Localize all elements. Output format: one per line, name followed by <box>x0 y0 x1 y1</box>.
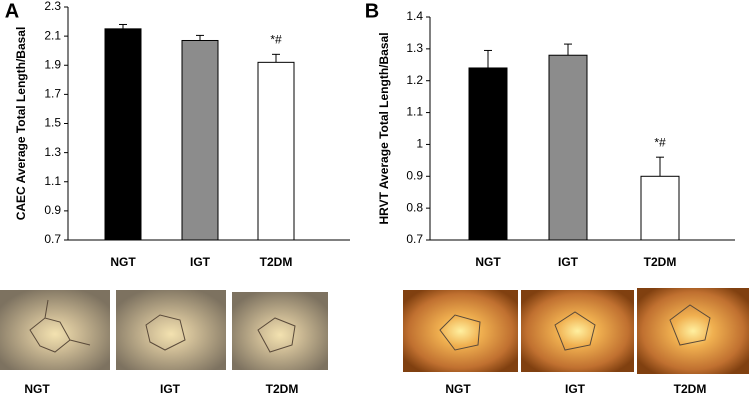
micrograph <box>0 290 110 370</box>
vessel-network <box>29 299 711 353</box>
x-tick-label: NGT <box>110 255 136 269</box>
x-tick-label: T2DM <box>644 255 677 269</box>
y-tick-label: 0.8 <box>406 200 423 214</box>
micrographs <box>0 288 749 374</box>
micrograph <box>403 290 518 372</box>
y-tick-label: 1.3 <box>44 145 61 159</box>
bar <box>257 61 295 241</box>
y-tick-label: 0.9 <box>406 168 423 182</box>
panel-letter: A <box>5 0 19 22</box>
micrograph <box>637 288 749 374</box>
y-tick-label: 1.1 <box>44 174 61 188</box>
y-tick-label: 2.3 <box>44 0 61 13</box>
y-tick-label: 1.7 <box>44 87 61 101</box>
image-label: T2DM <box>266 382 299 396</box>
y-tick-label: 2.1 <box>44 28 61 42</box>
bar <box>181 39 219 241</box>
image-label: T2DM <box>674 382 707 396</box>
bar <box>104 28 142 241</box>
micrograph <box>232 292 328 370</box>
x-tick-label: NGT <box>475 255 501 269</box>
y-tick-label: 1.2 <box>406 73 423 87</box>
y-tick-label: 0.7 <box>406 232 423 246</box>
y-tick-label: 1 <box>416 137 423 151</box>
bar <box>640 175 680 241</box>
annotation: *# <box>270 33 282 47</box>
y-tick-label: 1.1 <box>406 105 423 119</box>
image-label: NGT <box>24 382 50 396</box>
x-tick-label: T2DM <box>260 255 293 269</box>
y-tick-label: 1.9 <box>44 57 61 71</box>
x-tick-label: IGT <box>558 255 579 269</box>
bar <box>548 54 588 241</box>
micrograph <box>521 290 634 372</box>
y-axis-title: HRVT Average Total Length/Basal <box>377 32 391 224</box>
image-label: IGT <box>565 382 586 396</box>
bar <box>468 67 508 241</box>
y-axis-title: CAEC Average Total Length/Basal <box>14 27 28 221</box>
y-tick-label: 0.7 <box>44 232 61 246</box>
panel-letter: B <box>365 0 379 22</box>
image-label: NGT <box>445 382 471 396</box>
y-tick-label: 0.9 <box>44 203 61 217</box>
image-label: IGT <box>160 382 181 396</box>
y-tick-label: 1.5 <box>44 116 61 130</box>
x-tick-label: IGT <box>190 255 211 269</box>
annotation: *# <box>654 135 666 149</box>
micrograph <box>116 290 226 370</box>
y-tick-label: 1.3 <box>406 41 423 55</box>
y-tick-label: 1.4 <box>406 9 423 23</box>
